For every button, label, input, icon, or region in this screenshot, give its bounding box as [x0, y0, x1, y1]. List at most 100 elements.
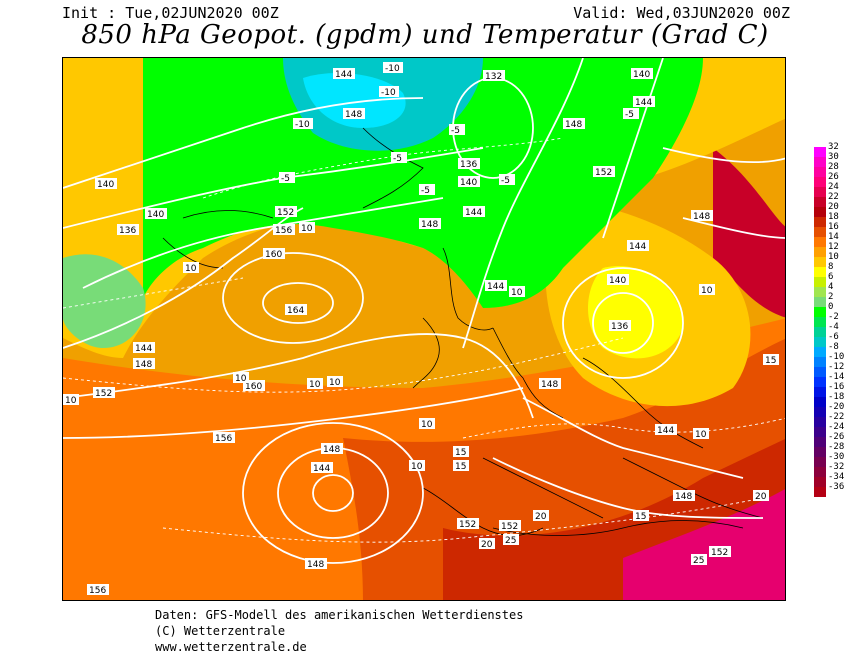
geo-label: 148 [541, 380, 558, 390]
geo-label: 144 [635, 98, 652, 108]
temp-label: -5 [625, 110, 634, 120]
geo-label: 144 [313, 464, 330, 474]
legend-label: 2 [828, 292, 834, 302]
temp-label: -5 [451, 126, 460, 136]
geo-label: 144 [135, 344, 152, 354]
geo-label: 140 [460, 178, 477, 188]
legend-swatch [814, 287, 826, 297]
legend-swatch [814, 387, 826, 397]
temp-label: 15 [635, 512, 646, 522]
legend-label: -32 [828, 462, 845, 472]
geo-label: 160 [265, 250, 282, 260]
legend-label: 16 [828, 222, 839, 232]
temp-label: 15 [765, 356, 776, 366]
legend-label: -8 [828, 342, 839, 352]
geo-label: 156 [89, 586, 106, 596]
legend-swatch [814, 177, 826, 187]
legend-label: -18 [828, 392, 845, 402]
temp-label: 10 [411, 462, 423, 472]
legend-swatch [814, 427, 826, 437]
copyright-credit: (C) Wetterzentrale [155, 624, 286, 638]
temp-label: -10 [381, 88, 396, 98]
legend-label: 30 [828, 152, 839, 162]
legend-swatch [814, 467, 826, 477]
legend-label: -26 [828, 432, 845, 442]
geo-label: 148 [307, 560, 324, 570]
legend-swatch [814, 297, 826, 307]
temp-label: 15 [455, 462, 466, 472]
legend-swatch [814, 257, 826, 267]
temp-label: -5 [421, 186, 430, 196]
legend-swatch [814, 277, 826, 287]
legend-label: 22 [828, 192, 839, 202]
geopotential-contours [63, 58, 785, 564]
legend-label: -24 [828, 422, 845, 432]
temp-label: 20 [481, 540, 493, 550]
legend-swatch [814, 217, 826, 227]
temp-label: 10 [65, 396, 77, 406]
legend-swatch [814, 337, 826, 347]
legend-label: -6 [828, 332, 839, 342]
geo-label: 152 [595, 168, 612, 178]
legend-swatch [814, 197, 826, 207]
temp-label: 10 [185, 264, 197, 274]
temp-zone-24 [623, 489, 785, 600]
coastlines [162, 127, 764, 536]
valid-time: Valid: Wed,03JUN2020 00Z [573, 4, 790, 22]
geo-label: 140 [147, 210, 164, 220]
legend-label: 6 [828, 272, 834, 282]
geo-label: 144 [629, 242, 646, 252]
geo-label: 148 [323, 445, 340, 455]
temperature-contours [63, 137, 785, 543]
legend-swatch [814, 437, 826, 447]
legend-swatch [814, 157, 826, 167]
temp-label: 10 [511, 288, 523, 298]
temp-label: -10 [295, 120, 310, 130]
legend-swatch [814, 187, 826, 197]
geo-label: 136 [460, 160, 477, 170]
geo-label: 160 [245, 382, 262, 392]
legend-label: 24 [828, 182, 839, 192]
legend-label: -34 [828, 472, 845, 482]
temp-label: 15 [455, 448, 466, 458]
legend-swatch [814, 317, 826, 327]
geo-label: 148 [421, 220, 438, 230]
data-source-credit: Daten: GFS-Modell des amerikanischen Wet… [155, 608, 524, 622]
legend-label: 18 [828, 212, 839, 222]
geo-label: 148 [693, 212, 710, 222]
legend-label: -12 [828, 362, 845, 372]
temp-label: -10 [385, 64, 400, 74]
legend-swatch [814, 417, 826, 427]
temp-label: 10 [309, 380, 321, 390]
temp-label: 20 [535, 512, 547, 522]
legend-label: -22 [828, 412, 845, 422]
legend-swatch [814, 327, 826, 337]
legend-label: 12 [828, 242, 839, 252]
geo-label: 144 [465, 208, 482, 218]
legend-swatch [814, 237, 826, 247]
geo-label: 140 [609, 276, 626, 286]
legend-swatch [814, 207, 826, 217]
temp-label: 10 [695, 430, 707, 440]
legend-label: -14 [828, 372, 845, 382]
geo-label: 148 [135, 360, 152, 370]
legend-label: -4 [828, 322, 839, 332]
temp-label: -5 [501, 176, 510, 186]
chart-title: 850 hPa Geopot. (gpdm) und Temperatur (G… [81, 20, 769, 50]
legend-label: 8 [828, 262, 834, 272]
temp-label: 25 [693, 556, 704, 566]
geo-label: 156 [215, 434, 232, 444]
geo-label: 136 [611, 322, 628, 332]
geo-label: 144 [487, 282, 504, 292]
geo-label: 144 [335, 70, 352, 80]
temp-label: -5 [393, 154, 402, 164]
legend-swatch [814, 457, 826, 467]
legend-swatch [814, 407, 826, 417]
legend-label: -20 [828, 402, 845, 412]
legend-label: 14 [828, 232, 839, 242]
website-credit: www.wetterzentrale.de [155, 640, 307, 654]
legend-label: 28 [828, 162, 839, 172]
geo-label: 152 [95, 389, 112, 399]
geo-label: 148 [675, 492, 692, 502]
contour-labels: 144 132 140 144 148 148 136 140 144 148 … [63, 62, 779, 596]
